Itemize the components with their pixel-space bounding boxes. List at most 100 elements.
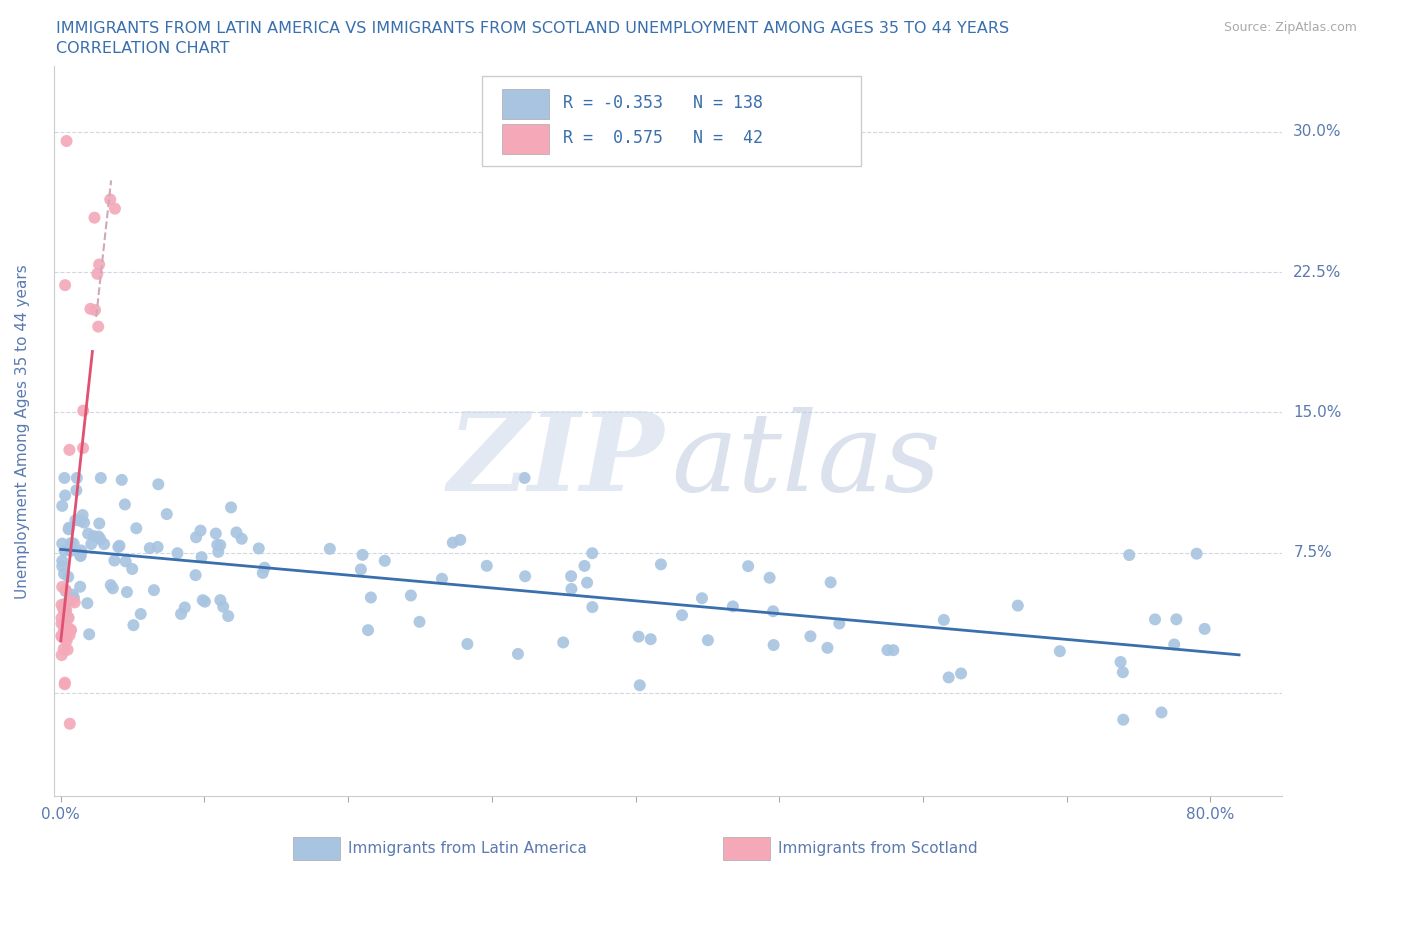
Point [513,569,536,584]
Point [696,632,718,647]
Point [89,516,111,531]
Point [357,623,380,638]
Point [52,615,75,630]
Point [55,584,77,599]
Point [87,319,110,334]
Point [212,599,235,614]
Point [122,618,145,632]
Point [60,593,83,608]
Point [51,647,73,662]
Point [1112,712,1135,727]
Point [640,631,662,646]
Point [1109,655,1132,670]
Point [69,547,91,562]
Point [51,630,73,644]
FancyBboxPatch shape [502,124,548,154]
Point [574,559,596,574]
Point [101,581,124,596]
Point [219,500,242,515]
Point [53,675,76,690]
Point [51,617,73,631]
Point [506,646,529,661]
Point [876,643,898,658]
Point [190,524,212,538]
Point [207,538,229,552]
Point [55,582,77,597]
Point [65,512,87,527]
Text: 30.0%: 30.0% [1294,125,1341,140]
FancyBboxPatch shape [294,837,340,860]
Point [58,569,80,584]
Point [51,610,73,625]
Point [55,583,77,598]
Point [1150,705,1173,720]
FancyBboxPatch shape [502,88,548,119]
Point [53,677,76,692]
Point [86,266,108,281]
Point [69,549,91,564]
Point [560,569,582,584]
Point [1112,665,1135,680]
Point [72,404,94,418]
Point [319,541,342,556]
Point [51,579,73,594]
Point [62,537,84,551]
Point [560,581,582,596]
Point [1143,612,1166,627]
Point [56,622,79,637]
Point [225,525,247,540]
Point [83,210,105,225]
Point [56,620,79,635]
Point [53,488,76,503]
Point [950,666,973,681]
Point [69,579,91,594]
Point [58,611,80,626]
Text: Immigrants from Latin America: Immigrants from Latin America [349,842,588,857]
Point [1163,637,1185,652]
Point [58,628,80,643]
Point [352,548,374,563]
Point [217,608,239,623]
Point [1185,546,1208,561]
Point [53,471,76,485]
Point [184,567,207,582]
Point [581,546,603,561]
Point [65,483,87,498]
Point [55,633,77,648]
Point [737,559,759,574]
Point [170,606,193,621]
Point [52,622,75,637]
Text: R = -0.353   N = 138: R = -0.353 N = 138 [564,94,763,113]
Point [513,471,536,485]
Point [90,471,112,485]
Point [253,560,276,575]
Text: Source: ZipAtlas.com: Source: ZipAtlas.com [1223,21,1357,34]
Point [63,591,86,605]
Point [475,558,498,573]
Point [76,596,98,611]
Point [938,670,960,684]
Point [247,541,270,556]
Point [55,631,77,645]
Point [758,570,780,585]
Point [72,441,94,456]
Point [100,578,122,592]
Text: R =  0.575   N =  42: R = 0.575 N = 42 [564,129,763,148]
Point [103,553,125,568]
Point [209,592,232,607]
Point [762,638,785,653]
Point [166,546,188,561]
Point [93,537,115,551]
Point [408,615,430,630]
Point [73,515,96,530]
Point [53,604,76,618]
Point [87,529,110,544]
Point [104,201,127,216]
Point [98,193,121,207]
Point [72,508,94,523]
Point [553,635,575,650]
Point [1007,598,1029,613]
FancyBboxPatch shape [482,76,860,166]
Point [51,628,73,643]
Point [762,604,785,618]
